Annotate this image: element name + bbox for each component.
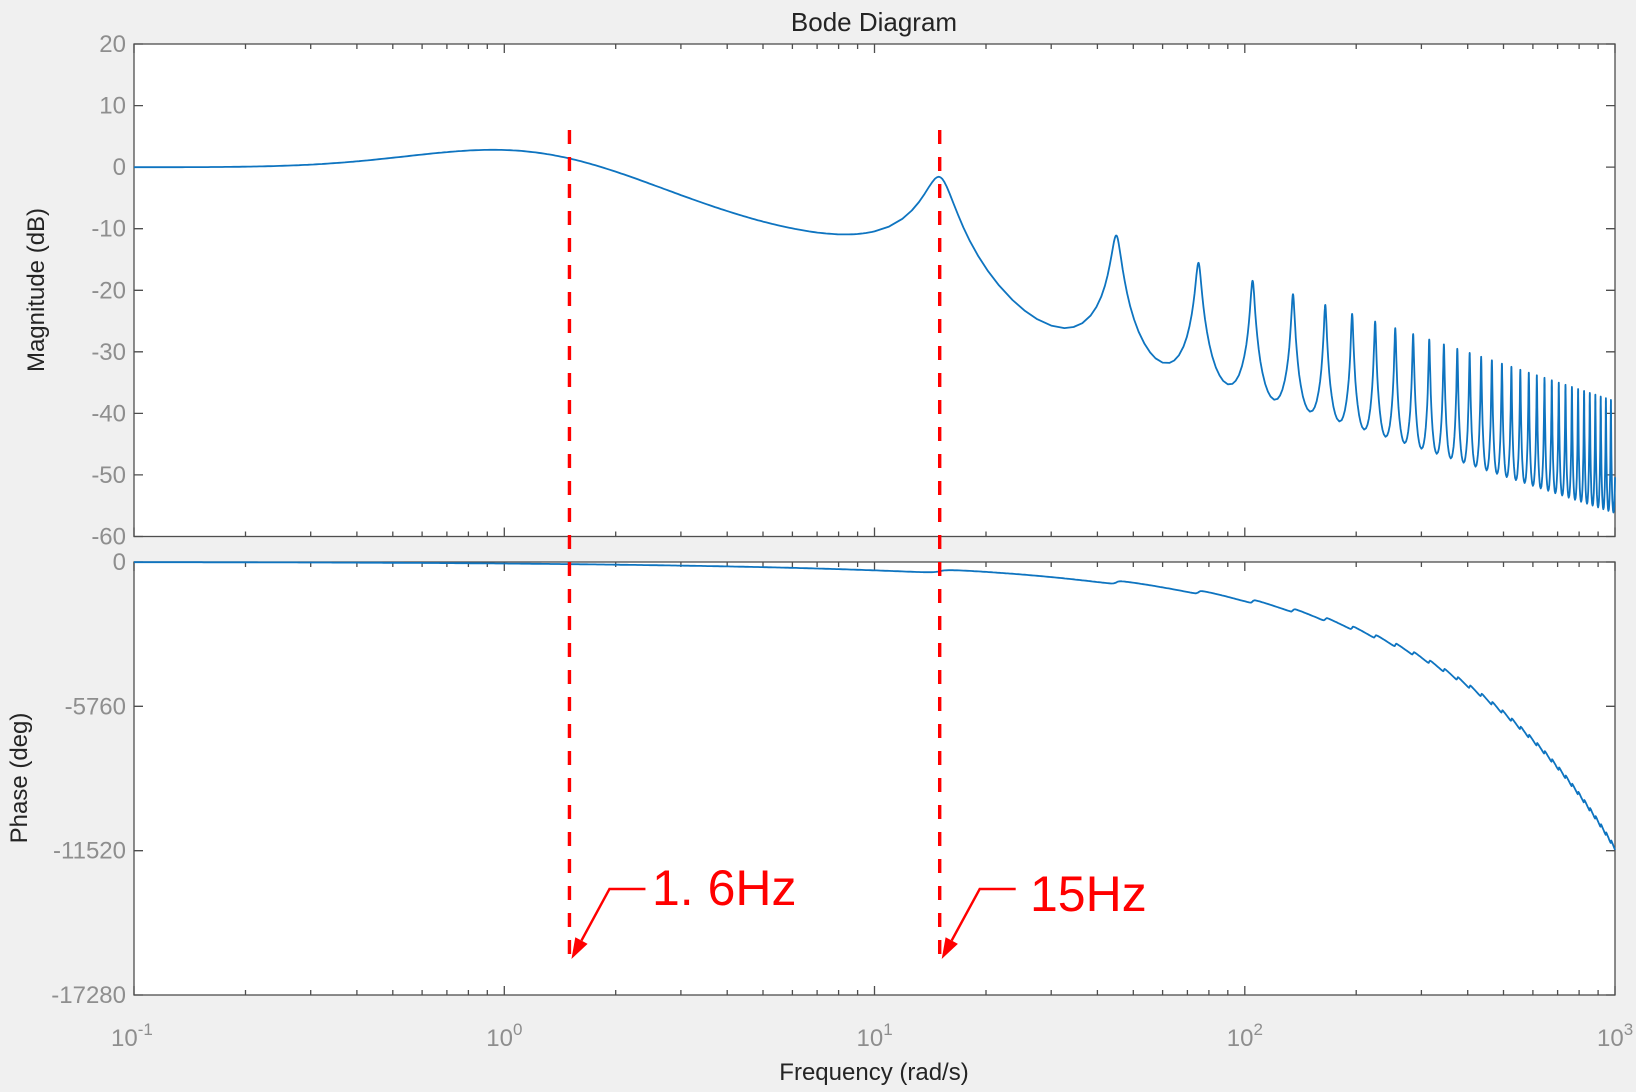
phase-ytick-label: -17280	[51, 982, 126, 1009]
phase-plot-area	[134, 562, 1615, 995]
magnitude-ytick-label: -50	[91, 462, 126, 489]
magnitude-frame	[133, 43, 1616, 538]
phase-ytick-label: -11520	[53, 838, 126, 865]
magnitude-curve	[134, 148, 1616, 514]
curves-layer	[134, 148, 1616, 851]
phase-axis-label: Phase (deg)	[6, 713, 33, 844]
x-tick-label: 100	[486, 1020, 522, 1052]
magnitude-ytick-label: -20	[91, 277, 126, 304]
magnitude-ytick-label: -30	[91, 339, 126, 366]
annotation-arrowhead-2	[941, 937, 958, 959]
annotation-layer	[567, 130, 1016, 961]
phase-ytick-label: -5760	[65, 693, 126, 720]
x-tick-label: 101	[857, 1020, 893, 1052]
phase-ytick-label: 0	[113, 549, 126, 576]
annotation-arrowhead-1	[571, 937, 588, 959]
magnitude-ytick-label: 20	[99, 31, 126, 58]
x-tick-label: 103	[1597, 1020, 1633, 1052]
axes-layer	[133, 43, 1616, 996]
magnitude-ytick-label: 10	[99, 93, 126, 120]
phase-frame	[133, 561, 1616, 996]
magnitude-ytick-label: -60	[91, 524, 126, 551]
text-layer: Bode Diagram Magnitude (dB) Phase (deg) …	[6, 7, 1633, 1086]
phase-curve	[134, 561, 1616, 851]
magnitude-ytick-label: -40	[91, 400, 126, 427]
annotation-label-15hz: 15Hz	[1030, 866, 1147, 922]
annotation-leader-2	[950, 887, 1016, 942]
magnitude-ytick-label: -10	[91, 216, 126, 243]
x-tick-label: 102	[1227, 1020, 1263, 1052]
x-axis-label: Frequency (rad/s)	[779, 1059, 968, 1086]
magnitude-plot-area	[134, 44, 1615, 537]
magnitude-axis-label: Magnitude (dB)	[23, 208, 50, 372]
x-tick-label: 10-1	[111, 1020, 153, 1052]
annotation-label-1-6hz: 1. 6Hz	[652, 860, 797, 916]
annotation-leader-1	[580, 887, 646, 942]
chart-title: Bode Diagram	[791, 7, 957, 37]
magnitude-ytick-label: 0	[113, 154, 126, 181]
